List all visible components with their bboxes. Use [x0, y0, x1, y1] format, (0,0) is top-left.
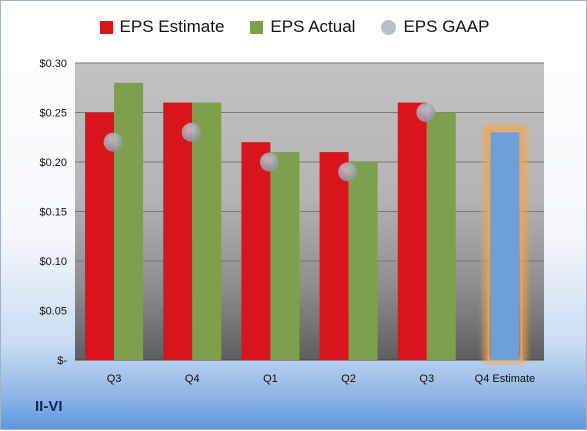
x-tick-label: Q4 — [185, 373, 200, 385]
bar-eps-actual — [426, 112, 456, 360]
eps-gaap-marker — [181, 122, 201, 142]
legend-item-eps-estimate: EPS Estimate — [99, 17, 225, 37]
bars — [85, 82, 527, 363]
y-tick-label: $0.10 — [39, 256, 67, 268]
eps-gaap-marker — [259, 152, 279, 172]
bar-eps-actual — [270, 152, 300, 360]
y-tick-label: $0.25 — [39, 108, 67, 120]
bar-eps-estimate — [85, 112, 115, 360]
bar-eps-estimate — [319, 152, 349, 360]
y-tick-label: $0.05 — [39, 306, 67, 318]
legend-item-eps-gaap: EPS GAAP — [381, 17, 489, 37]
eps-gaap-marker — [103, 132, 123, 152]
x-tick-label: Q3 — [107, 373, 122, 385]
bar-eps-actual — [192, 102, 222, 360]
legend-swatch-eps-actual — [250, 20, 264, 34]
legend-label-eps-estimate: EPS Estimate — [119, 17, 225, 36]
x-axis: Q3 Q4 Q1 Q2 Q3 Q4 Estimate — [107, 373, 535, 385]
bar-eps-estimate — [241, 142, 271, 360]
gridlines — [75, 62, 544, 361]
bar-q4-estimate — [490, 132, 520, 360]
y-tick-label: $0.30 — [39, 58, 67, 70]
legend-swatch-eps-estimate — [99, 20, 113, 34]
y-tick-label: $0.15 — [39, 207, 67, 219]
x-tick-label: Q2 — [341, 373, 356, 385]
legend: EPS Estimate EPS Actual EPS GAAP — [1, 17, 587, 37]
y-tick-label: $0.20 — [39, 157, 67, 169]
bar-eps-actual — [114, 82, 144, 361]
x-tick-label: Q3 — [419, 373, 434, 385]
x-tick-label: Q1 — [263, 373, 278, 385]
company-label: II-VI — [35, 398, 63, 415]
bar-eps-estimate — [163, 102, 193, 360]
legend-label-eps-gaap: EPS GAAP — [403, 17, 490, 36]
y-axis: $- $0.05 $0.10 $0.15 $0.20 $0.25 $0.30 — [39, 58, 67, 367]
bar-eps-actual — [348, 162, 378, 360]
legend-swatch-eps-gaap — [381, 19, 397, 35]
legend-item-eps-actual: EPS Actual — [250, 17, 355, 37]
legend-label-eps-actual: EPS Actual — [270, 17, 356, 36]
eps-gaap-marker — [416, 103, 436, 122]
eps-gaap-marker — [338, 162, 358, 182]
gaap-markers — [103, 103, 436, 182]
y-tick-label: $- — [57, 355, 67, 367]
x-tick-label: Q4 Estimate — [475, 373, 536, 385]
bar-eps-estimate — [397, 102, 427, 360]
